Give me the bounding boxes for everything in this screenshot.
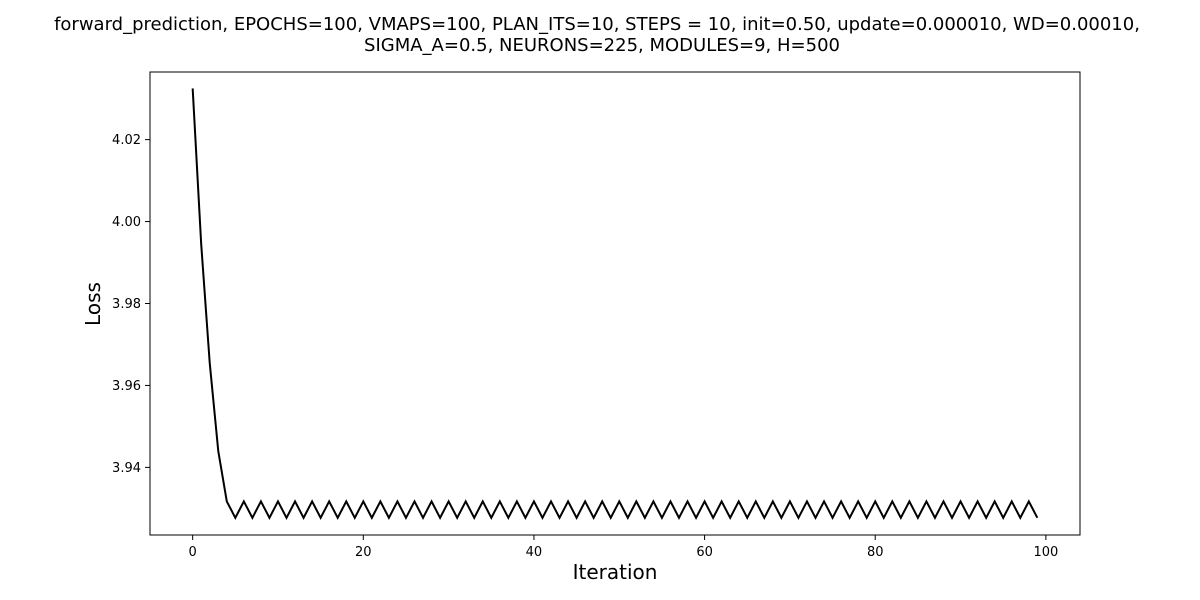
plot-frame xyxy=(149,71,1081,536)
plot-area xyxy=(150,72,1080,535)
x-tick-label: 20 xyxy=(355,545,372,560)
chart-title-line-2: SIGMA_A=0.5, NEURONS=225, MODULES=9, H=5… xyxy=(364,35,840,56)
y-tick-label: 4.02 xyxy=(112,133,141,148)
y-axis-label: Loss xyxy=(81,282,105,326)
y-tick-label: 4.00 xyxy=(112,215,141,230)
y-axis-ticks: 3.94 3.96 3.98 4.00 4.02 xyxy=(112,133,150,476)
loss-series-line xyxy=(191,88,1039,520)
chart-title-line-1: forward_prediction, EPOCHS=100, VMAPS=10… xyxy=(54,14,1140,35)
y-tick-label: 3.94 xyxy=(112,461,141,476)
x-tick-label: 0 xyxy=(189,545,197,560)
x-tick-label: 100 xyxy=(1033,545,1058,560)
y-tick-label: 3.98 xyxy=(112,297,141,312)
y-tick-label: 3.96 xyxy=(112,379,141,394)
x-axis-ticks: 0 20 40 60 80 100 xyxy=(189,535,1058,560)
x-tick-label: 80 xyxy=(867,545,884,560)
x-tick-label: 60 xyxy=(696,545,713,560)
x-axis-label: Iteration xyxy=(573,560,658,584)
x-tick-label: 40 xyxy=(526,545,543,560)
